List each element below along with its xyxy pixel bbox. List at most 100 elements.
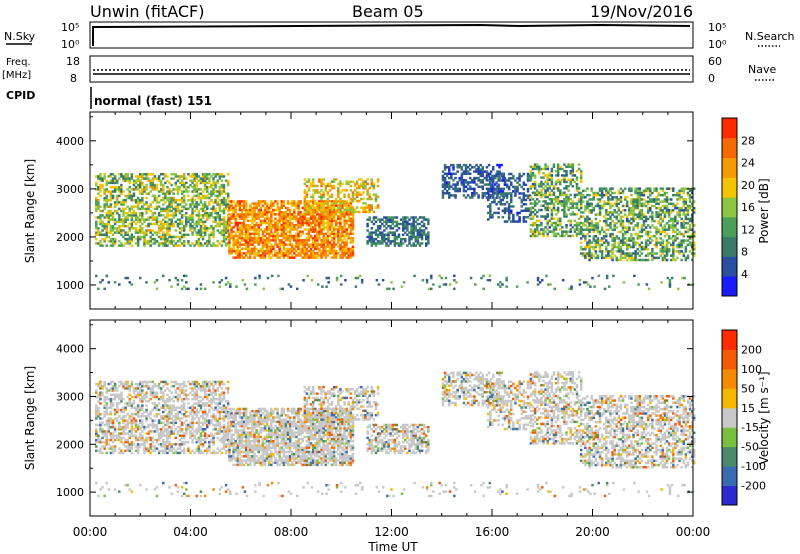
power-cell bbox=[617, 243, 621, 247]
power-cell bbox=[571, 185, 575, 188]
power-cell bbox=[208, 211, 211, 215]
power-cell bbox=[178, 222, 182, 226]
power-cell bbox=[95, 183, 98, 187]
power-cell bbox=[640, 245, 644, 249]
power-cell bbox=[218, 203, 222, 206]
power-cell bbox=[334, 210, 338, 214]
power-cell bbox=[450, 163, 453, 167]
power-cell bbox=[332, 236, 336, 240]
power-cell bbox=[145, 211, 148, 215]
power-cell bbox=[270, 200, 273, 203]
power-cell bbox=[621, 252, 625, 255]
power-cell bbox=[638, 191, 642, 195]
power-cell bbox=[458, 179, 461, 182]
power-cell bbox=[249, 204, 252, 207]
power-cell bbox=[251, 249, 254, 253]
power-cell bbox=[126, 214, 129, 217]
power-cell bbox=[224, 201, 228, 204]
power-cell bbox=[667, 224, 671, 227]
power-cell bbox=[301, 230, 304, 233]
power-cell bbox=[124, 276, 127, 280]
power-cell bbox=[535, 191, 539, 194]
power-cell bbox=[347, 236, 351, 240]
power-cell bbox=[330, 249, 334, 253]
power-cell bbox=[324, 226, 327, 229]
power-cell bbox=[636, 193, 639, 197]
power-cell bbox=[176, 203, 180, 206]
power-cell bbox=[111, 194, 115, 198]
power-cell bbox=[406, 222, 409, 226]
power-cell bbox=[386, 287, 389, 291]
power-cell bbox=[563, 213, 566, 216]
power-cell bbox=[588, 258, 591, 262]
power-cell bbox=[270, 247, 273, 251]
power-cell bbox=[222, 198, 226, 202]
power-cell bbox=[611, 250, 614, 253]
power-cell bbox=[343, 200, 346, 203]
power-cell bbox=[473, 283, 477, 286]
power-cell bbox=[600, 191, 604, 195]
power-cell bbox=[341, 245, 344, 249]
power-cell bbox=[259, 239, 263, 242]
power-cell bbox=[406, 233, 409, 237]
power-cell bbox=[619, 252, 623, 255]
power-cell bbox=[166, 211, 169, 215]
power-cell bbox=[575, 221, 579, 225]
power-cell bbox=[307, 210, 311, 214]
power-cell bbox=[249, 252, 252, 255]
power-cell bbox=[195, 203, 199, 206]
power-cell bbox=[368, 233, 371, 237]
power-cell bbox=[212, 216, 215, 219]
power-cell bbox=[544, 185, 547, 188]
power-cell bbox=[138, 183, 142, 187]
power-cell bbox=[605, 256, 608, 260]
power-cell bbox=[630, 237, 633, 240]
power-cell bbox=[651, 258, 654, 262]
power-cell bbox=[299, 234, 302, 238]
power-cell bbox=[497, 207, 500, 210]
power-cell bbox=[383, 229, 386, 232]
power-cell bbox=[406, 244, 409, 247]
nsky-tick-bottom: 10⁰ bbox=[61, 38, 80, 51]
power-cell bbox=[236, 204, 240, 207]
power-cell bbox=[420, 235, 424, 239]
power-cell bbox=[291, 247, 294, 251]
power-cell bbox=[546, 189, 549, 192]
power-cell bbox=[120, 229, 123, 232]
power-cell bbox=[247, 245, 250, 249]
power-cell bbox=[579, 202, 583, 206]
power-cell bbox=[172, 192, 175, 195]
power-cell bbox=[164, 220, 167, 224]
power-cell bbox=[644, 189, 648, 193]
power-cell bbox=[286, 223, 290, 227]
power-cell bbox=[563, 215, 566, 218]
power-cell bbox=[550, 193, 554, 197]
power-cell bbox=[542, 228, 545, 231]
power-cell bbox=[524, 194, 528, 197]
power-cell bbox=[236, 249, 240, 253]
power-cell bbox=[630, 193, 633, 197]
power-cell bbox=[487, 183, 491, 186]
power-cell bbox=[276, 213, 279, 216]
power-cell bbox=[222, 188, 226, 191]
power-cell bbox=[414, 216, 418, 219]
power-cell bbox=[497, 185, 500, 189]
power-cell bbox=[385, 220, 388, 224]
power-cell bbox=[95, 216, 98, 219]
power-cell bbox=[278, 219, 281, 223]
power-cell bbox=[334, 252, 338, 255]
power-cell bbox=[295, 223, 298, 227]
power-cell bbox=[232, 230, 235, 233]
power-cell bbox=[332, 241, 336, 244]
power-cell bbox=[330, 215, 334, 218]
power-cell bbox=[238, 221, 242, 225]
power-cell bbox=[95, 188, 98, 191]
power-cell bbox=[370, 237, 374, 241]
power-cell bbox=[630, 189, 633, 193]
power-cell bbox=[314, 189, 317, 192]
power-cell bbox=[326, 204, 330, 207]
power-cell bbox=[174, 207, 178, 211]
power-cell bbox=[690, 258, 694, 262]
power-cell bbox=[168, 278, 171, 282]
power-cell bbox=[649, 226, 652, 229]
